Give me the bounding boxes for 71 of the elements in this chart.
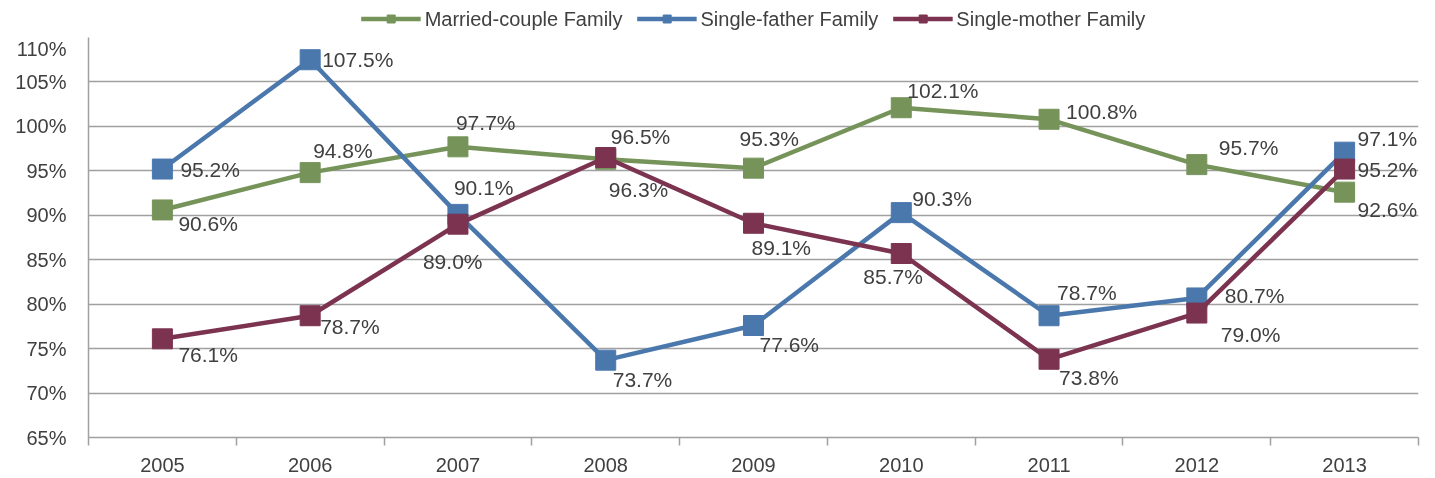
data-label: 80.7% [1224,284,1285,308]
data-label: 85.7% [863,265,923,288]
data-label: 96.5% [610,125,671,148]
x-tick-label: 2013 [1322,453,1367,476]
x-tick-label: 2009 [731,453,776,476]
point [151,199,173,221]
data-label: 102.1% [907,79,979,103]
y-tick-label: 110% [16,37,67,60]
data-label: 89.1% [751,235,812,259]
point [1186,302,1208,324]
data-label: 90.1% [453,175,514,199]
data-label: 90.3% [912,187,972,211]
y-tick-label: 70% [26,382,67,405]
x-tick-label: 2008 [583,453,628,476]
data-label: 100.8% [1066,99,1138,123]
x-tick-label: 2005 [140,453,185,476]
y-tick-label: 80% [26,293,67,316]
data-label: 92.6% [1357,197,1418,221]
point [595,349,617,371]
x-tick-label: 2006 [287,453,333,476]
data-label: 95.2% [1357,157,1418,181]
data-label: 95.7% [1218,136,1279,160]
legend-label: Single-mother Family [956,7,1146,30]
point [1334,181,1356,203]
data-label: 73.8% [1059,365,1119,389]
data-label: 107.5% [322,48,394,72]
x-tick-label: 2007 [435,453,481,476]
x-tick-label: 2011 [1027,453,1071,476]
x-tick-label: 2012 [1174,453,1220,476]
data-label: 76.1% [178,343,238,367]
data-label: 90.6% [178,212,238,236]
point [151,158,173,180]
point [743,212,764,234]
data-label: 89.0% [422,249,483,273]
y-tick-label: 90% [26,204,67,227]
data-label: 95.2% [180,157,240,181]
point [1038,305,1060,327]
point [743,315,764,336]
y-tick-label: 85% [26,248,67,271]
y-tick-label: 105% [15,70,67,93]
y-tick-label: 75% [26,337,67,360]
point [890,202,912,224]
data-label: 78.7% [1057,281,1117,305]
legend-label: Single-father Family [700,7,879,30]
x-tick-label: 2010 [879,453,924,476]
y-tick-label: 100% [15,115,67,138]
legend-label: Married-couple Family [424,7,623,30]
data-label: 94.8% [313,139,373,163]
point [743,157,764,179]
data-label: 79.0% [1220,322,1281,346]
point [1334,158,1356,180]
point [447,213,469,235]
data-label: 73.7% [612,367,673,391]
point [299,49,321,71]
point [299,162,321,184]
data-label: 78.7% [320,315,380,339]
point [1186,154,1208,176]
data-label: 77.6% [759,333,820,356]
point [447,136,469,158]
data-label: 95.3% [739,126,800,150]
y-tick-label: 65% [26,426,67,449]
point [1038,348,1060,370]
point [890,97,912,119]
y-tick-label: 95% [26,159,67,182]
point [1038,108,1060,130]
data-label: 97.7% [455,111,516,135]
point [151,328,173,350]
data-label: 97.1% [1357,126,1418,150]
data-label: 96.3% [608,177,669,201]
point [299,305,321,327]
point [890,243,912,264]
